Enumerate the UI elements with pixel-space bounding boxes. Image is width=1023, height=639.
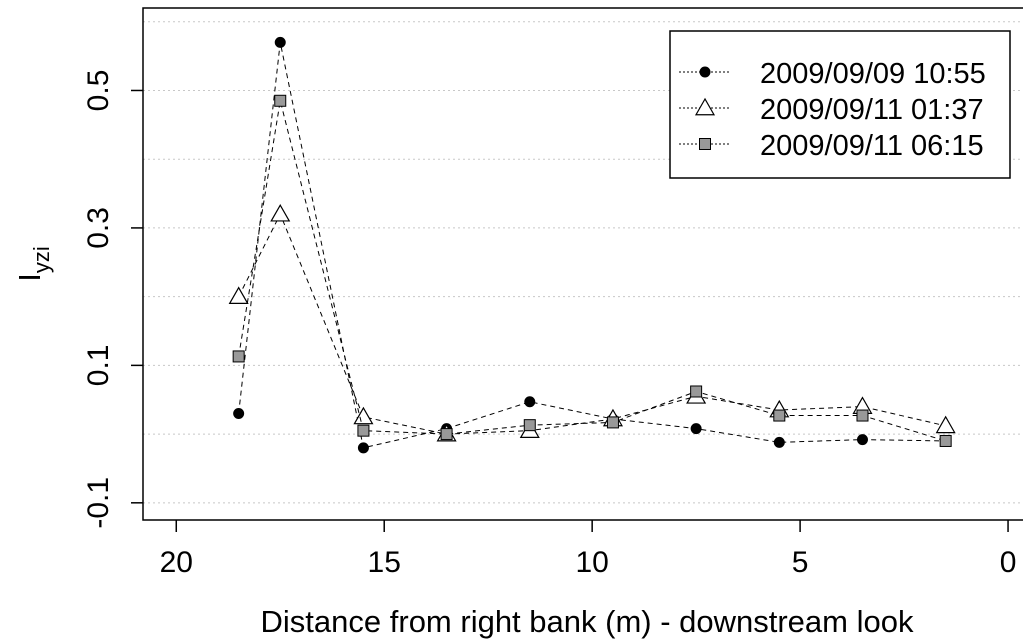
axes: 20 15 10 5 0 -0.1 0.1 0.3 0.5 xyxy=(82,70,1016,579)
data-point xyxy=(232,350,245,363)
x-axis-label: Distance from right bank (m) - downstrea… xyxy=(261,604,914,639)
series-line xyxy=(238,212,946,435)
y-tick-label: -0.1 xyxy=(82,477,115,529)
x-tick-label: 0 xyxy=(1000,546,1017,579)
legend-label: 2009/09/11 01:37 xyxy=(760,94,984,126)
data-point xyxy=(357,424,370,437)
legend-marker xyxy=(699,138,711,150)
plot-area-border xyxy=(142,7,1023,521)
series-2 xyxy=(228,203,956,442)
data-point xyxy=(353,406,374,425)
legend-label: 2009/09/11 06:15 xyxy=(760,130,984,162)
series-line xyxy=(238,100,946,442)
legend-marker xyxy=(699,66,711,78)
data-point xyxy=(935,415,956,434)
legend-marker xyxy=(694,97,716,116)
y-tick-label: 0.3 xyxy=(82,207,115,249)
y-axis-label-main: I xyxy=(12,273,47,282)
x-tick-label: 20 xyxy=(160,546,193,579)
data-point xyxy=(270,203,291,222)
data-point xyxy=(690,385,703,398)
data-point xyxy=(690,423,702,435)
data-point xyxy=(523,419,536,432)
data-series xyxy=(228,36,956,454)
data-point xyxy=(773,409,786,422)
y-tick-label: 0.1 xyxy=(82,345,115,387)
y-tick-label: 0.5 xyxy=(82,70,115,112)
legend-label: 2009/09/09 10:55 xyxy=(760,58,986,90)
y-axis-label: Iyzi xyxy=(12,246,54,282)
x-tick-label: 10 xyxy=(575,546,608,579)
data-point xyxy=(357,442,369,454)
data-point xyxy=(228,286,249,304)
legend: 2009/09/09 10:55 2009/09/11 01:37 2009/09/… xyxy=(669,30,1011,179)
data-point xyxy=(274,36,286,48)
series-3 xyxy=(232,94,952,447)
x-tick-label: 15 xyxy=(368,546,401,579)
data-point xyxy=(856,434,868,446)
data-point xyxy=(233,407,245,419)
data-point xyxy=(856,409,869,422)
data-point xyxy=(606,416,619,429)
data-point xyxy=(773,436,785,448)
y-axis-label-subscript: yzi xyxy=(29,246,54,273)
data-point xyxy=(440,428,453,441)
legend-box xyxy=(669,30,1011,179)
x-tick-label: 5 xyxy=(792,546,809,579)
series-line xyxy=(238,42,946,449)
data-point xyxy=(939,434,952,447)
data-point xyxy=(524,396,536,408)
data-point xyxy=(274,94,287,107)
